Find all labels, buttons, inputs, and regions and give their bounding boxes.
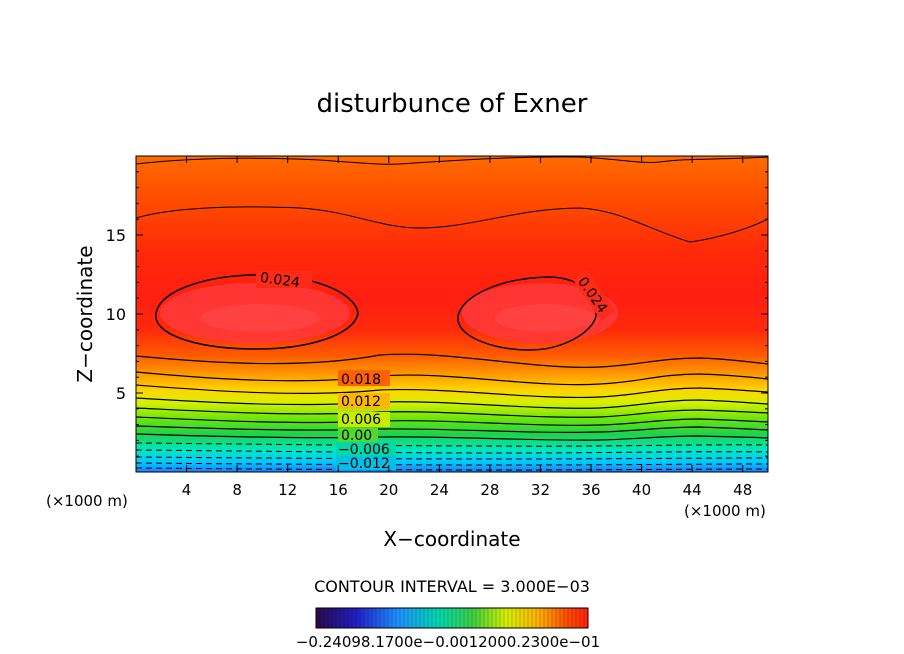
contour-label-neg012: −0.012 <box>338 456 390 472</box>
x-axis: 4 8 12 16 20 24 28 32 36 40 44 48 <box>182 156 752 499</box>
contour-024-left <box>155 274 359 350</box>
x-unit-label-right: (×1000 m) <box>684 502 766 520</box>
contour-label-012: 0.012 <box>341 394 381 410</box>
y-tick-label: 5 <box>116 384 126 403</box>
colorbar-labels: −0.24098.1700e−0.0012000.2300e−01 <box>296 633 600 651</box>
x-tick-label: 8 <box>232 481 242 499</box>
x-tick-label: 28 <box>480 481 499 499</box>
x-tick-label: 4 <box>182 481 192 499</box>
contour-label-neg006: −0.006 <box>338 442 390 458</box>
x-unit-label-left: (×1000 m) <box>46 492 128 510</box>
contour-interval-text: CONTOUR INTERVAL = 3.000E−03 <box>314 577 590 596</box>
x-tick-label: 32 <box>531 481 550 499</box>
x-tick-label: 16 <box>329 481 348 499</box>
y-axis-label: Z−coordinate <box>73 245 97 382</box>
x-axis-label: X−coordinate <box>383 527 520 551</box>
contour-024-right <box>457 276 597 351</box>
x-tick-label: 40 <box>632 481 651 499</box>
colorbar <box>315 607 589 629</box>
y-axis: 5 10 15 <box>106 171 768 457</box>
y-tick-label: 15 <box>106 226 126 245</box>
chart-title: disturbunce of Exner <box>317 89 588 119</box>
x-tick-label: 44 <box>683 481 702 499</box>
x-tick-label: 12 <box>278 481 297 499</box>
y-tick-label: 10 <box>106 305 126 324</box>
contour-label-00: 0.00 <box>341 428 372 444</box>
contour-label-018: 0.018 <box>341 372 381 388</box>
contour-label-006: 0.006 <box>341 412 381 428</box>
x-tick-label: 24 <box>430 481 449 499</box>
contour-label-024-left: 0.024 <box>259 270 301 291</box>
x-tick-label: 48 <box>733 481 752 499</box>
x-tick-label: 36 <box>581 481 600 499</box>
plot-area: 0.024 0.024 0.018 0.012 0.006 0.00 −0.00… <box>136 156 768 472</box>
x-tick-label: 20 <box>379 481 398 499</box>
